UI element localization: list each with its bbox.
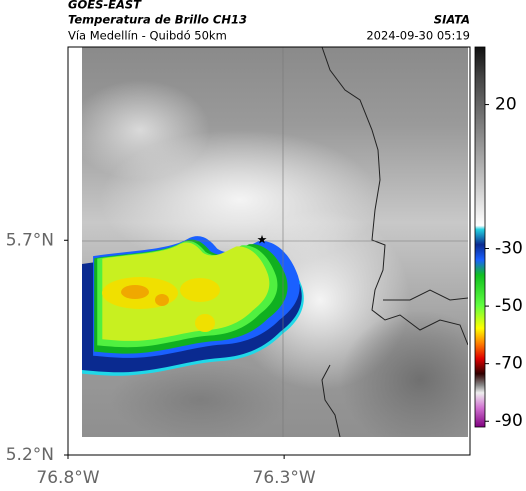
- bright-area: [82, 80, 210, 180]
- source: GOES-EAST: [68, 0, 142, 12]
- colorbar-tick-label: 20: [495, 95, 517, 115]
- dark-area: [110, 360, 290, 437]
- cold-cloud: [82, 236, 304, 376]
- y-tick-label: 5.2°N: [6, 445, 54, 465]
- satellite-image: ★: [82, 47, 468, 437]
- org: SIATA: [434, 13, 470, 27]
- datetime: 2024-09-30 05:19: [366, 29, 470, 43]
- colorbar: [474, 46, 486, 428]
- colorbar-tick-label: -70: [495, 354, 523, 374]
- x-tick-label: 76.3°W: [253, 468, 316, 488]
- city-marker: ★: [257, 233, 268, 247]
- colorbar-tick-label: -90: [495, 411, 523, 431]
- borders: [321, 47, 468, 437]
- y-tick-label: 5.7°N: [6, 230, 54, 250]
- x-tick-label: 76.8°W: [36, 468, 99, 488]
- title: Temperatura de Brillo CH13: [68, 13, 247, 27]
- header: GOES-EAST Temperatura de Brillo CH13 Vía…: [68, 0, 470, 43]
- subtitle: Vía Medellín - Quibdó 50km: [68, 29, 227, 43]
- dark-area: [340, 310, 468, 437]
- map-frame: [67, 46, 471, 456]
- colorbar-tick-label: -30: [495, 239, 523, 259]
- colorbar-tick-label: -50: [495, 296, 523, 316]
